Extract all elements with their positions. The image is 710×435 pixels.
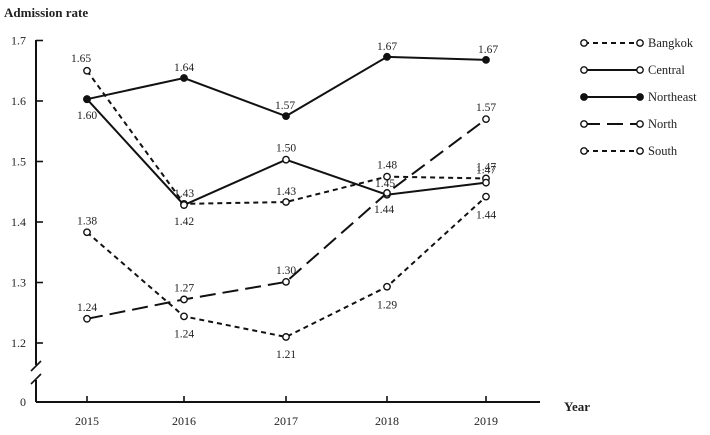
legend-marker [580, 66, 588, 74]
data-label: 1.64 [174, 62, 194, 74]
legend-marker [580, 120, 588, 128]
y-tick-label: 1.6 [11, 94, 26, 108]
legend: Bangkok Central Northeast North South [580, 36, 697, 158]
data-label: 1.38 [77, 215, 97, 227]
data-point [282, 155, 290, 164]
y-tick-label: 1.4 [11, 215, 26, 229]
data-label: 1.47 [476, 161, 496, 173]
y-tick-label: 1.3 [11, 276, 26, 290]
data-point [282, 277, 290, 286]
data-label: 1.57 [275, 100, 295, 112]
data-label: 1.21 [276, 349, 296, 361]
data-label: 1.60 [77, 110, 97, 122]
x-tick-label: 2015 [75, 414, 99, 428]
legend-marker [636, 120, 644, 128]
data-label: 1.67 [377, 41, 397, 53]
data-label: 1.44 [374, 204, 394, 216]
legend-marker [636, 147, 644, 155]
data-point [383, 282, 391, 291]
y-tick-label: 1.5 [11, 155, 26, 169]
data-labels: 1.65 1.43 1.43 1.48 1.47 1.60 1.42 1.50 1.44 1.47… [71, 41, 498, 361]
data-point [383, 189, 391, 197]
data-label: 1.43 [276, 186, 296, 198]
legend-item-northeast: Northeast [580, 90, 697, 104]
legend-item-north: North [580, 117, 678, 131]
legend-label: Central [648, 63, 685, 77]
data-point [282, 198, 290, 206]
data-label: 1.57 [476, 102, 496, 114]
legend-label: South [648, 144, 678, 158]
data-label: 1.42 [174, 216, 194, 228]
axes: 0 1.2 1.3 1.4 1.5 1.6 1.7 2015 2016 2017 2018 2019 [11, 34, 540, 428]
legend-item-central: Central [580, 63, 685, 77]
data-label: 1.47 [476, 165, 496, 177]
y-tick-label: 1.7 [11, 34, 26, 48]
legend-label: Northeast [648, 90, 697, 104]
x-tick-label: 2019 [474, 414, 498, 428]
data-point [383, 52, 391, 61]
data-label: 1.45 [375, 178, 395, 190]
y-tick-label: 0 [20, 395, 26, 409]
legend-marker [636, 66, 644, 74]
data-point [383, 172, 391, 181]
data-point [180, 295, 188, 304]
data-label: 1.24 [77, 302, 97, 314]
data-point [180, 74, 188, 82]
data-label: 1.43 [174, 188, 194, 200]
data-label: 1.50 [276, 143, 296, 155]
legend-label: Bangkok [648, 36, 694, 50]
x-tick-label: 2018 [375, 414, 399, 428]
data-point [180, 201, 188, 209]
series-line [86, 70, 487, 205]
x-tick-label: 2017 [274, 414, 298, 428]
data-label: 1.67 [478, 44, 498, 56]
legend-marker [580, 93, 588, 101]
data-label: 1.30 [276, 265, 296, 277]
series-north [83, 115, 490, 323]
axis-break-mark [30, 373, 42, 385]
legend-marker [580, 39, 588, 47]
data-point [282, 333, 290, 341]
y-tick-label: 1.2 [11, 336, 26, 350]
data-point [482, 192, 490, 201]
x-tick-label: 2016 [172, 414, 196, 428]
y-axis-label: Admission rate [4, 5, 88, 20]
legend-marker [636, 93, 644, 101]
series-layer [83, 52, 490, 341]
legend-item-south: South [580, 144, 678, 158]
x-axis-label: Year [564, 399, 590, 414]
data-label: 1.24 [174, 328, 194, 340]
data-label: 1.48 [377, 160, 397, 172]
legend-item-bangkok: Bangkok [580, 36, 694, 50]
data-point [83, 228, 91, 237]
data-label: 1.29 [377, 300, 397, 312]
series-line [86, 195, 487, 338]
series-south [83, 192, 490, 341]
data-label: 1.65 [71, 53, 91, 65]
data-point [180, 312, 188, 321]
data-label: 1.27 [174, 282, 194, 294]
legend-marker [636, 39, 644, 47]
data-point [83, 95, 91, 104]
data-point [282, 112, 290, 121]
legend-label: North [648, 117, 678, 131]
legend-marker [580, 147, 588, 155]
data-label: 1.44 [476, 210, 496, 222]
series-line [86, 118, 487, 320]
axis-break-mark [30, 360, 42, 372]
data-point [83, 66, 91, 75]
data-point [482, 55, 490, 64]
data-point [83, 314, 91, 323]
data-point [482, 178, 490, 187]
series-northeast [83, 52, 490, 121]
data-point [482, 115, 490, 124]
